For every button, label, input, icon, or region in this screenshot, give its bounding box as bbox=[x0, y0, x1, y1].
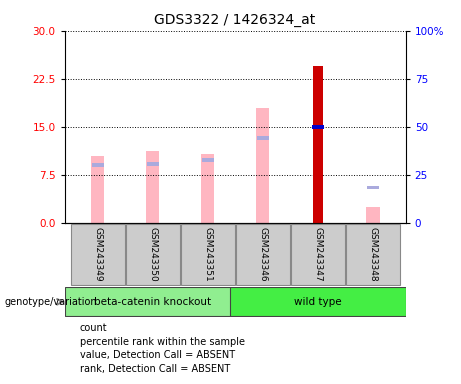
Bar bbox=[91, 163, 104, 167]
Text: beta-catenin knockout: beta-catenin knockout bbox=[94, 297, 211, 307]
Text: GSM243348: GSM243348 bbox=[368, 227, 377, 282]
Bar bbox=[91, 156, 105, 223]
Bar bbox=[201, 158, 213, 162]
FancyBboxPatch shape bbox=[346, 224, 400, 285]
Text: GSM243346: GSM243346 bbox=[258, 227, 267, 282]
FancyBboxPatch shape bbox=[65, 288, 241, 316]
Bar bbox=[312, 125, 324, 129]
FancyBboxPatch shape bbox=[291, 224, 345, 285]
Title: GDS3322 / 1426324_at: GDS3322 / 1426324_at bbox=[154, 13, 316, 27]
FancyBboxPatch shape bbox=[230, 288, 406, 316]
Text: rank, Detection Call = ABSENT: rank, Detection Call = ABSENT bbox=[80, 364, 230, 374]
Text: GSM243347: GSM243347 bbox=[313, 227, 322, 282]
Bar bbox=[201, 154, 214, 223]
Text: genotype/variation: genotype/variation bbox=[5, 297, 97, 307]
FancyBboxPatch shape bbox=[236, 224, 290, 285]
Bar bbox=[366, 185, 379, 189]
Text: GSM243349: GSM243349 bbox=[93, 227, 102, 282]
Text: percentile rank within the sample: percentile rank within the sample bbox=[80, 337, 245, 347]
Bar bbox=[366, 207, 379, 223]
Text: GSM243350: GSM243350 bbox=[148, 227, 157, 282]
Bar bbox=[147, 162, 159, 166]
FancyBboxPatch shape bbox=[125, 224, 179, 285]
Bar bbox=[313, 66, 323, 223]
Text: count: count bbox=[80, 323, 107, 333]
Text: wild type: wild type bbox=[294, 297, 342, 307]
Bar bbox=[256, 108, 270, 223]
Text: value, Detection Call = ABSENT: value, Detection Call = ABSENT bbox=[80, 350, 235, 360]
Bar bbox=[257, 136, 269, 140]
FancyBboxPatch shape bbox=[181, 224, 235, 285]
FancyBboxPatch shape bbox=[71, 224, 124, 285]
Text: GSM243351: GSM243351 bbox=[203, 227, 212, 282]
Bar bbox=[146, 151, 160, 223]
